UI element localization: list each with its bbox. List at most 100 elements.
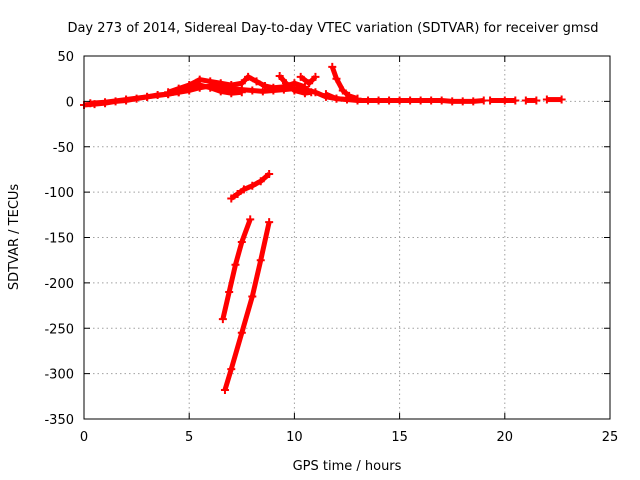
data-point-marker (246, 215, 255, 224)
data-point-marker (260, 81, 269, 90)
data-point-marker (448, 97, 457, 106)
y-tick-label: -200 (44, 277, 74, 292)
data-point-marker (101, 98, 110, 107)
data-point-marker (406, 96, 415, 105)
data-point-marker (321, 90, 330, 99)
data-point-marker (269, 83, 278, 92)
series-trace (521, 96, 541, 105)
data-point-marker (307, 88, 316, 97)
data-point-marker (164, 88, 173, 97)
data-point-marker (338, 86, 347, 95)
series-trace (486, 96, 520, 105)
data-point-marker (458, 97, 467, 106)
grid-lines (84, 56, 610, 419)
data-point-marker (218, 315, 227, 324)
axis-ticks: 0 5 10 15 20 25 50 0 -50 -100 -150 -200 -250 -300 -350 (44, 50, 618, 445)
series-trace (218, 215, 255, 324)
y-tick-label: -250 (44, 322, 74, 337)
data-point-marker (385, 96, 394, 105)
data-point-marker (281, 79, 290, 88)
data-point-marker (345, 91, 354, 100)
x-tick-label: 20 (497, 430, 514, 445)
data-point-marker (265, 218, 274, 227)
data-point-marker (332, 94, 341, 103)
y-tick-label: -150 (44, 232, 74, 247)
x-tick-label: 0 (80, 430, 88, 445)
data-point-marker (258, 87, 267, 96)
x-tick-label: 5 (185, 430, 193, 445)
series-line (222, 221, 272, 391)
data-point-marker (511, 96, 520, 105)
data-point-marker (237, 88, 246, 97)
data-point-marker (237, 238, 246, 247)
data-point-marker (437, 96, 446, 105)
series-trace (220, 218, 274, 394)
data-point-marker (296, 72, 305, 81)
data-point-marker (290, 86, 299, 95)
data-point-marker (216, 87, 225, 96)
data-point-marker (486, 96, 495, 105)
data-point-marker (225, 287, 234, 296)
data-point-marker (248, 86, 257, 95)
x-axis-label: GPS time / hours (293, 459, 402, 474)
series-line (220, 218, 253, 320)
data-point-marker (174, 84, 183, 93)
data-point-marker (521, 96, 530, 105)
data-point-marker (532, 96, 541, 105)
series-trace (328, 62, 362, 103)
data-point-marker (500, 96, 509, 105)
data-point-marker (252, 77, 261, 86)
data-point-marker (311, 72, 320, 81)
data-point-marker (244, 72, 253, 81)
data-point-marker (353, 94, 362, 103)
data-point-marker (557, 95, 566, 104)
data-point-marker (290, 79, 299, 88)
data-point-marker (416, 96, 425, 105)
plot-frame (83, 55, 611, 420)
x-tick-label: 10 (286, 430, 303, 445)
series-line (329, 66, 359, 102)
data-point-marker (122, 95, 131, 104)
y-tick-label: -350 (44, 413, 74, 428)
data-point-marker (237, 79, 246, 88)
data-point-marker (231, 260, 240, 269)
data-point-marker (195, 75, 204, 84)
data-point-marker (227, 81, 236, 90)
data-point-marker (239, 185, 248, 194)
data-point-marker (143, 92, 152, 101)
series-trace (542, 95, 566, 104)
data-point-marker (265, 169, 274, 178)
data-point-marker (86, 99, 95, 108)
data-point-marker (542, 95, 551, 104)
y-axis-label: SDTVAR / TECUs (7, 184, 22, 291)
y-tick-label: -100 (44, 186, 74, 201)
data-point-marker (237, 328, 246, 337)
data-point-marker (275, 71, 284, 80)
data-point-marker (227, 194, 236, 203)
chart-title: Day 273 of 2014, Sidereal Day-to-day VTE… (67, 21, 598, 36)
data-point-marker (364, 96, 373, 105)
data-series (80, 62, 566, 394)
y-tick-label: -300 (44, 368, 74, 383)
data-point-marker (216, 79, 225, 88)
x-tick-label: 15 (391, 430, 408, 445)
series-trace (227, 169, 274, 203)
data-point-marker (220, 385, 229, 394)
y-tick-label: 0 (66, 95, 74, 110)
data-point-marker (227, 89, 236, 98)
data-point-marker (374, 96, 383, 105)
data-point-marker (395, 96, 404, 105)
data-point-marker (427, 96, 436, 105)
data-point-marker (305, 79, 314, 88)
data-point-marker (328, 62, 337, 71)
data-point-marker (256, 177, 265, 186)
series-trace (275, 71, 316, 98)
y-tick-label: 50 (57, 50, 74, 65)
data-point-marker (248, 292, 257, 301)
data-point-marker (185, 81, 194, 90)
data-point-marker (469, 97, 478, 106)
series-trace (296, 72, 320, 88)
data-point-marker (233, 189, 242, 198)
data-point-marker (332, 74, 341, 83)
